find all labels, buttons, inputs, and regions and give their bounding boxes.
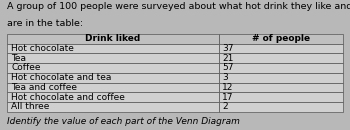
Bar: [219, 63, 343, 73]
Text: Drink liked: Drink liked: [85, 34, 140, 43]
Text: Coffee: Coffee: [11, 63, 41, 72]
Text: All three: All three: [11, 102, 50, 111]
Text: 17: 17: [222, 93, 234, 102]
Bar: [219, 44, 343, 53]
Text: 12: 12: [222, 83, 233, 92]
Text: Hot chocolate: Hot chocolate: [11, 44, 74, 53]
Text: 2: 2: [222, 102, 228, 111]
Bar: [7, 44, 219, 53]
Text: Tea and coffee: Tea and coffee: [11, 83, 77, 92]
Text: are in the table:: are in the table:: [7, 19, 83, 28]
Bar: [7, 63, 219, 73]
Text: 37: 37: [222, 44, 234, 53]
Text: Hot chocolate and coffee: Hot chocolate and coffee: [11, 93, 125, 102]
Text: Identify the value of each part of the Venn Diagram: Identify the value of each part of the V…: [7, 117, 240, 126]
Text: 21: 21: [222, 54, 233, 63]
Bar: [7, 92, 219, 102]
Bar: [7, 34, 219, 44]
Text: Hot chocolate and tea: Hot chocolate and tea: [11, 73, 112, 82]
Text: A group of 100 people were surveyed about what hot drink they like and the resul: A group of 100 people were surveyed abou…: [7, 2, 350, 11]
Bar: [7, 83, 219, 92]
Bar: [219, 83, 343, 92]
Text: # of people: # of people: [252, 34, 310, 43]
Bar: [219, 34, 343, 44]
Bar: [7, 73, 219, 83]
Text: Tea: Tea: [11, 54, 26, 63]
Bar: [7, 53, 219, 63]
Bar: [219, 53, 343, 63]
Text: 3: 3: [222, 73, 228, 82]
Bar: [7, 102, 219, 112]
Bar: [219, 73, 343, 83]
Bar: [219, 92, 343, 102]
Bar: [219, 102, 343, 112]
Text: 57: 57: [222, 63, 234, 72]
